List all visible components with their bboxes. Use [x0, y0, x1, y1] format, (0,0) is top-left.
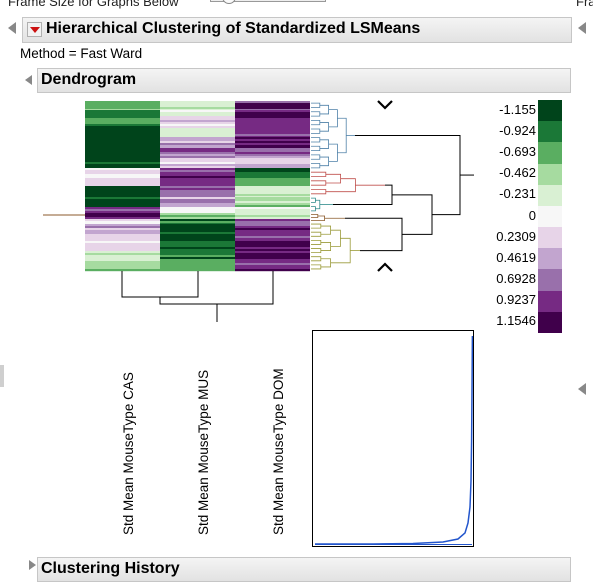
legend-label: 1.1546 — [496, 313, 536, 328]
caret-up-icon — [377, 262, 393, 272]
legend-swatch — [538, 121, 562, 143]
clustering-history-header[interactable]: Clustering History — [37, 557, 571, 582]
method-text: Method = Fast Ward — [20, 46, 143, 61]
legend-swatch — [538, 311, 562, 334]
color-legend: -1.155 -0.924 -0.693 -0.462 -0.231 0 0.2… — [486, 100, 566, 334]
scree-curve — [315, 335, 473, 545]
dendrogram-graph — [43, 100, 474, 322]
right-side-triangle-icon[interactable] — [578, 383, 586, 395]
legend-label: -1.155 — [499, 102, 536, 117]
column-label-mus: Std Mean MouseType MUS — [196, 369, 211, 535]
slider-track — [210, 0, 326, 2]
dendrogram-collapse-triangle-icon[interactable] — [25, 75, 32, 85]
legend-label: 0.4619 — [496, 250, 536, 265]
legend-label: -0.462 — [499, 165, 536, 180]
legend-swatch — [538, 227, 562, 249]
clustering-history-expand-triangle-icon[interactable] — [29, 560, 36, 570]
red-triangle-menu-icon[interactable] — [27, 22, 42, 37]
legend-label: 0.2309 — [496, 229, 536, 244]
column-label-cas: Std Mean MouseType CAS — [121, 372, 136, 535]
right-panel-triangle-icon[interactable] — [578, 22, 586, 34]
legend-label: 0.6928 — [496, 271, 536, 286]
frame-size-slider[interactable] — [210, 0, 326, 5]
column-label-dom: Std Mean MouseType DOM — [271, 368, 286, 535]
legend-label: -0.231 — [499, 186, 536, 201]
collapse-triangle-icon[interactable] — [8, 22, 16, 34]
report-title: Hierarchical Clustering of Standardized … — [46, 20, 421, 37]
frame-size-label: Frame Size for Graphs Below — [8, 0, 179, 9]
legend-swatch — [538, 142, 562, 165]
legend-label: 0 — [528, 208, 536, 223]
scree-plot-svg — [315, 335, 473, 545]
scree-plot — [312, 330, 474, 547]
legend-swatch — [538, 100, 562, 122]
heatmap — [85, 101, 310, 272]
right-panel-cut-label: Fra — [576, 0, 593, 9]
column-dendrogram — [121, 271, 274, 322]
legend-swatch — [538, 248, 562, 270]
legend-swatch — [538, 290, 562, 313]
legend-label: -0.924 — [499, 123, 536, 138]
column-labels-panel — [85, 271, 311, 547]
legend-swatch — [538, 163, 562, 186]
dendrogram-header[interactable]: Dendrogram — [37, 68, 571, 93]
caret-down-icon — [377, 100, 393, 110]
clustering-history-title: Clustering History — [41, 560, 180, 577]
row-dendrogram — [311, 102, 474, 270]
left-side-marker — [0, 365, 4, 387]
report-header[interactable]: Hierarchical Clustering of Standardized … — [22, 17, 572, 43]
legend-color-bar — [538, 100, 562, 334]
legend-swatch — [538, 184, 562, 207]
legend-label: 0.9237 — [496, 292, 536, 307]
legend-label: -0.693 — [499, 144, 536, 159]
legend-swatch — [538, 269, 562, 292]
legend-swatch — [538, 205, 562, 228]
dendrogram-title: Dendrogram — [41, 71, 137, 88]
